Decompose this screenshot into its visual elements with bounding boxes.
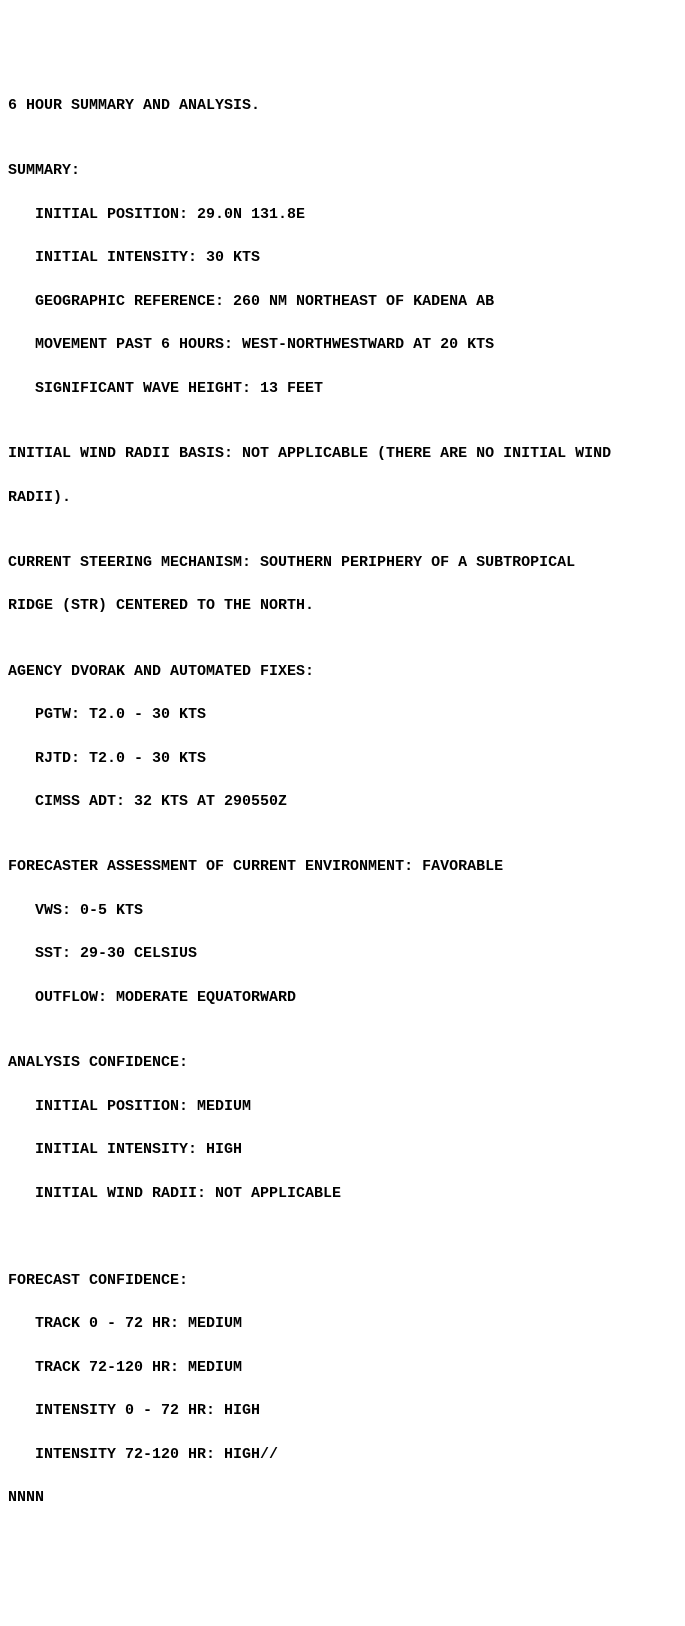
summary-position: INITIAL POSITION: 29.0N 131.8E bbox=[8, 204, 677, 226]
fixes-title: AGENCY DVORAK AND AUTOMATED FIXES: bbox=[8, 661, 677, 683]
steering-line2: RIDGE (STR) CENTERED TO THE NORTH. bbox=[8, 595, 677, 617]
summary-georef: GEOGRAPHIC REFERENCE: 260 NM NORTHEAST O… bbox=[8, 291, 677, 313]
forecast-intensity-120: INTENSITY 72-120 HR: HIGH// bbox=[8, 1444, 677, 1466]
summary-intensity: INITIAL INTENSITY: 30 KTS bbox=[8, 247, 677, 269]
env-vws: VWS: 0-5 KTS bbox=[8, 900, 677, 922]
forecast-track-72: TRACK 0 - 72 HR: MEDIUM bbox=[8, 1313, 677, 1335]
forecast-title: FORECAST CONFIDENCE: bbox=[8, 1270, 677, 1292]
analysis-title: ANALYSIS CONFIDENCE: bbox=[8, 1052, 677, 1074]
forecast-intensity-72: INTENSITY 0 - 72 HR: HIGH bbox=[8, 1400, 677, 1422]
analysis-intensity: INITIAL INTENSITY: HIGH bbox=[8, 1139, 677, 1161]
forecast-track-120: TRACK 72-120 HR: MEDIUM bbox=[8, 1357, 677, 1379]
header-line: 6 HOUR SUMMARY AND ANALYSIS. bbox=[8, 95, 677, 117]
fix-rjtd: RJTD: T2.0 - 30 KTS bbox=[8, 748, 677, 770]
summary-wave: SIGNIFICANT WAVE HEIGHT: 13 FEET bbox=[8, 378, 677, 400]
summary-title: SUMMARY: bbox=[8, 160, 677, 182]
wind-radii-line1: INITIAL WIND RADII BASIS: NOT APPLICABLE… bbox=[8, 443, 677, 465]
env-outflow: OUTFLOW: MODERATE EQUATORWARD bbox=[8, 987, 677, 1009]
analysis-position: INITIAL POSITION: MEDIUM bbox=[8, 1096, 677, 1118]
analysis-wind-radii: INITIAL WIND RADII: NOT APPLICABLE bbox=[8, 1183, 677, 1205]
footer-nnnn: NNNN bbox=[8, 1487, 677, 1509]
summary-movement: MOVEMENT PAST 6 HOURS: WEST-NORTHWESTWAR… bbox=[8, 334, 677, 356]
fix-cimss: CIMSS ADT: 32 KTS AT 290550Z bbox=[8, 791, 677, 813]
steering-line1: CURRENT STEERING MECHANISM: SOUTHERN PER… bbox=[8, 552, 677, 574]
wind-radii-line2: RADII). bbox=[8, 487, 677, 509]
fix-pgtw: PGTW: T2.0 - 30 KTS bbox=[8, 704, 677, 726]
env-sst: SST: 29-30 CELSIUS bbox=[8, 943, 677, 965]
env-title: FORECASTER ASSESSMENT OF CURRENT ENVIRON… bbox=[8, 856, 677, 878]
